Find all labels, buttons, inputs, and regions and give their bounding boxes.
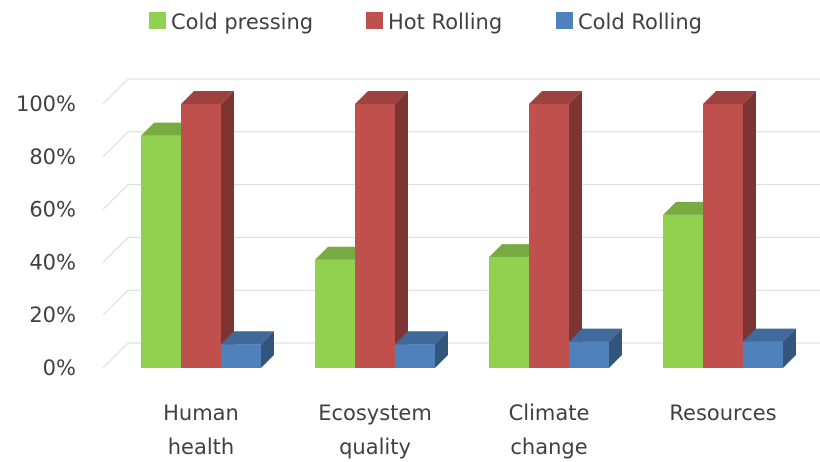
- x-tick-label: Ecosystem quality: [318, 401, 432, 459]
- bar-top: [703, 91, 756, 104]
- bar-top: [355, 91, 408, 104]
- bar-top: [529, 91, 582, 104]
- bar-top: [315, 246, 368, 260]
- bar-front: [703, 104, 743, 368]
- bar-front: [315, 259, 355, 368]
- bar: [569, 328, 622, 368]
- bar-front: [569, 341, 609, 368]
- legend-label: Hot Rolling: [388, 10, 502, 34]
- bar-front: [663, 214, 703, 368]
- legend-label: Cold Rolling: [578, 10, 702, 34]
- x-axis: Human health Ecosystem quality Climate change…: [163, 401, 777, 459]
- bar-top: [489, 244, 542, 258]
- bar: [703, 91, 756, 368]
- bar-top: [221, 331, 274, 345]
- bar-top: [569, 328, 622, 342]
- grid-line-side: [102, 131, 129, 158]
- bar-top: [663, 201, 716, 215]
- bar-front: [141, 135, 181, 368]
- y-tick-label: 20%: [29, 303, 76, 327]
- bar: [529, 91, 582, 368]
- bar: [355, 91, 408, 368]
- bar-top: [395, 331, 448, 345]
- bar-side: [609, 328, 622, 368]
- y-tick-label: 60%: [29, 198, 76, 222]
- bar-side: [569, 91, 582, 368]
- legend-item: Cold pressing: [149, 10, 313, 34]
- grid-line-side: [102, 289, 129, 316]
- bar-front: [529, 104, 569, 368]
- bar: [181, 91, 234, 368]
- bars: [141, 91, 796, 369]
- bar-side: [783, 328, 796, 368]
- y-tick-label: 80%: [29, 145, 76, 169]
- bar-front: [355, 104, 395, 368]
- legend-swatch: [366, 12, 383, 29]
- bar-front: [395, 344, 435, 368]
- bar-top: [181, 91, 234, 104]
- legend-item: Cold Rolling: [556, 10, 702, 34]
- legend-swatch: [149, 12, 166, 29]
- grid-line-side: [102, 184, 129, 210]
- legend-label: Cold pressing: [171, 10, 313, 34]
- grid-line-side: [102, 237, 129, 263]
- legend-item: Hot Rolling: [366, 10, 502, 34]
- x-tick-label: Resources: [669, 401, 776, 425]
- x-tick-label: Human health: [163, 401, 239, 459]
- bar-front: [489, 257, 529, 368]
- y-tick-label: 40%: [29, 250, 76, 274]
- bar-side: [435, 331, 448, 368]
- bar-front: [221, 344, 261, 368]
- bar: [221, 331, 274, 368]
- y-axis: 0% 20% 40% 60% 80% 100%: [16, 92, 76, 380]
- grid-line-side: [102, 78, 129, 105]
- legend: Cold pressing Hot Rolling Cold Rolling: [149, 10, 702, 34]
- y-tick-label: 100%: [16, 92, 76, 116]
- bar-side: [395, 91, 408, 368]
- legend-swatch: [556, 12, 573, 29]
- bar-side: [743, 91, 756, 368]
- bar-side: [261, 331, 274, 368]
- bar: [743, 328, 796, 368]
- y-tick-label: 0%: [43, 356, 76, 380]
- bar-top: [743, 328, 796, 342]
- bar-front: [743, 341, 783, 368]
- bar-top: [141, 122, 194, 136]
- bar-front: [181, 104, 221, 368]
- x-tick-label: Climate change: [509, 401, 590, 459]
- grid-line-side: [102, 342, 129, 369]
- bar: [395, 331, 448, 368]
- bar-side: [221, 91, 234, 368]
